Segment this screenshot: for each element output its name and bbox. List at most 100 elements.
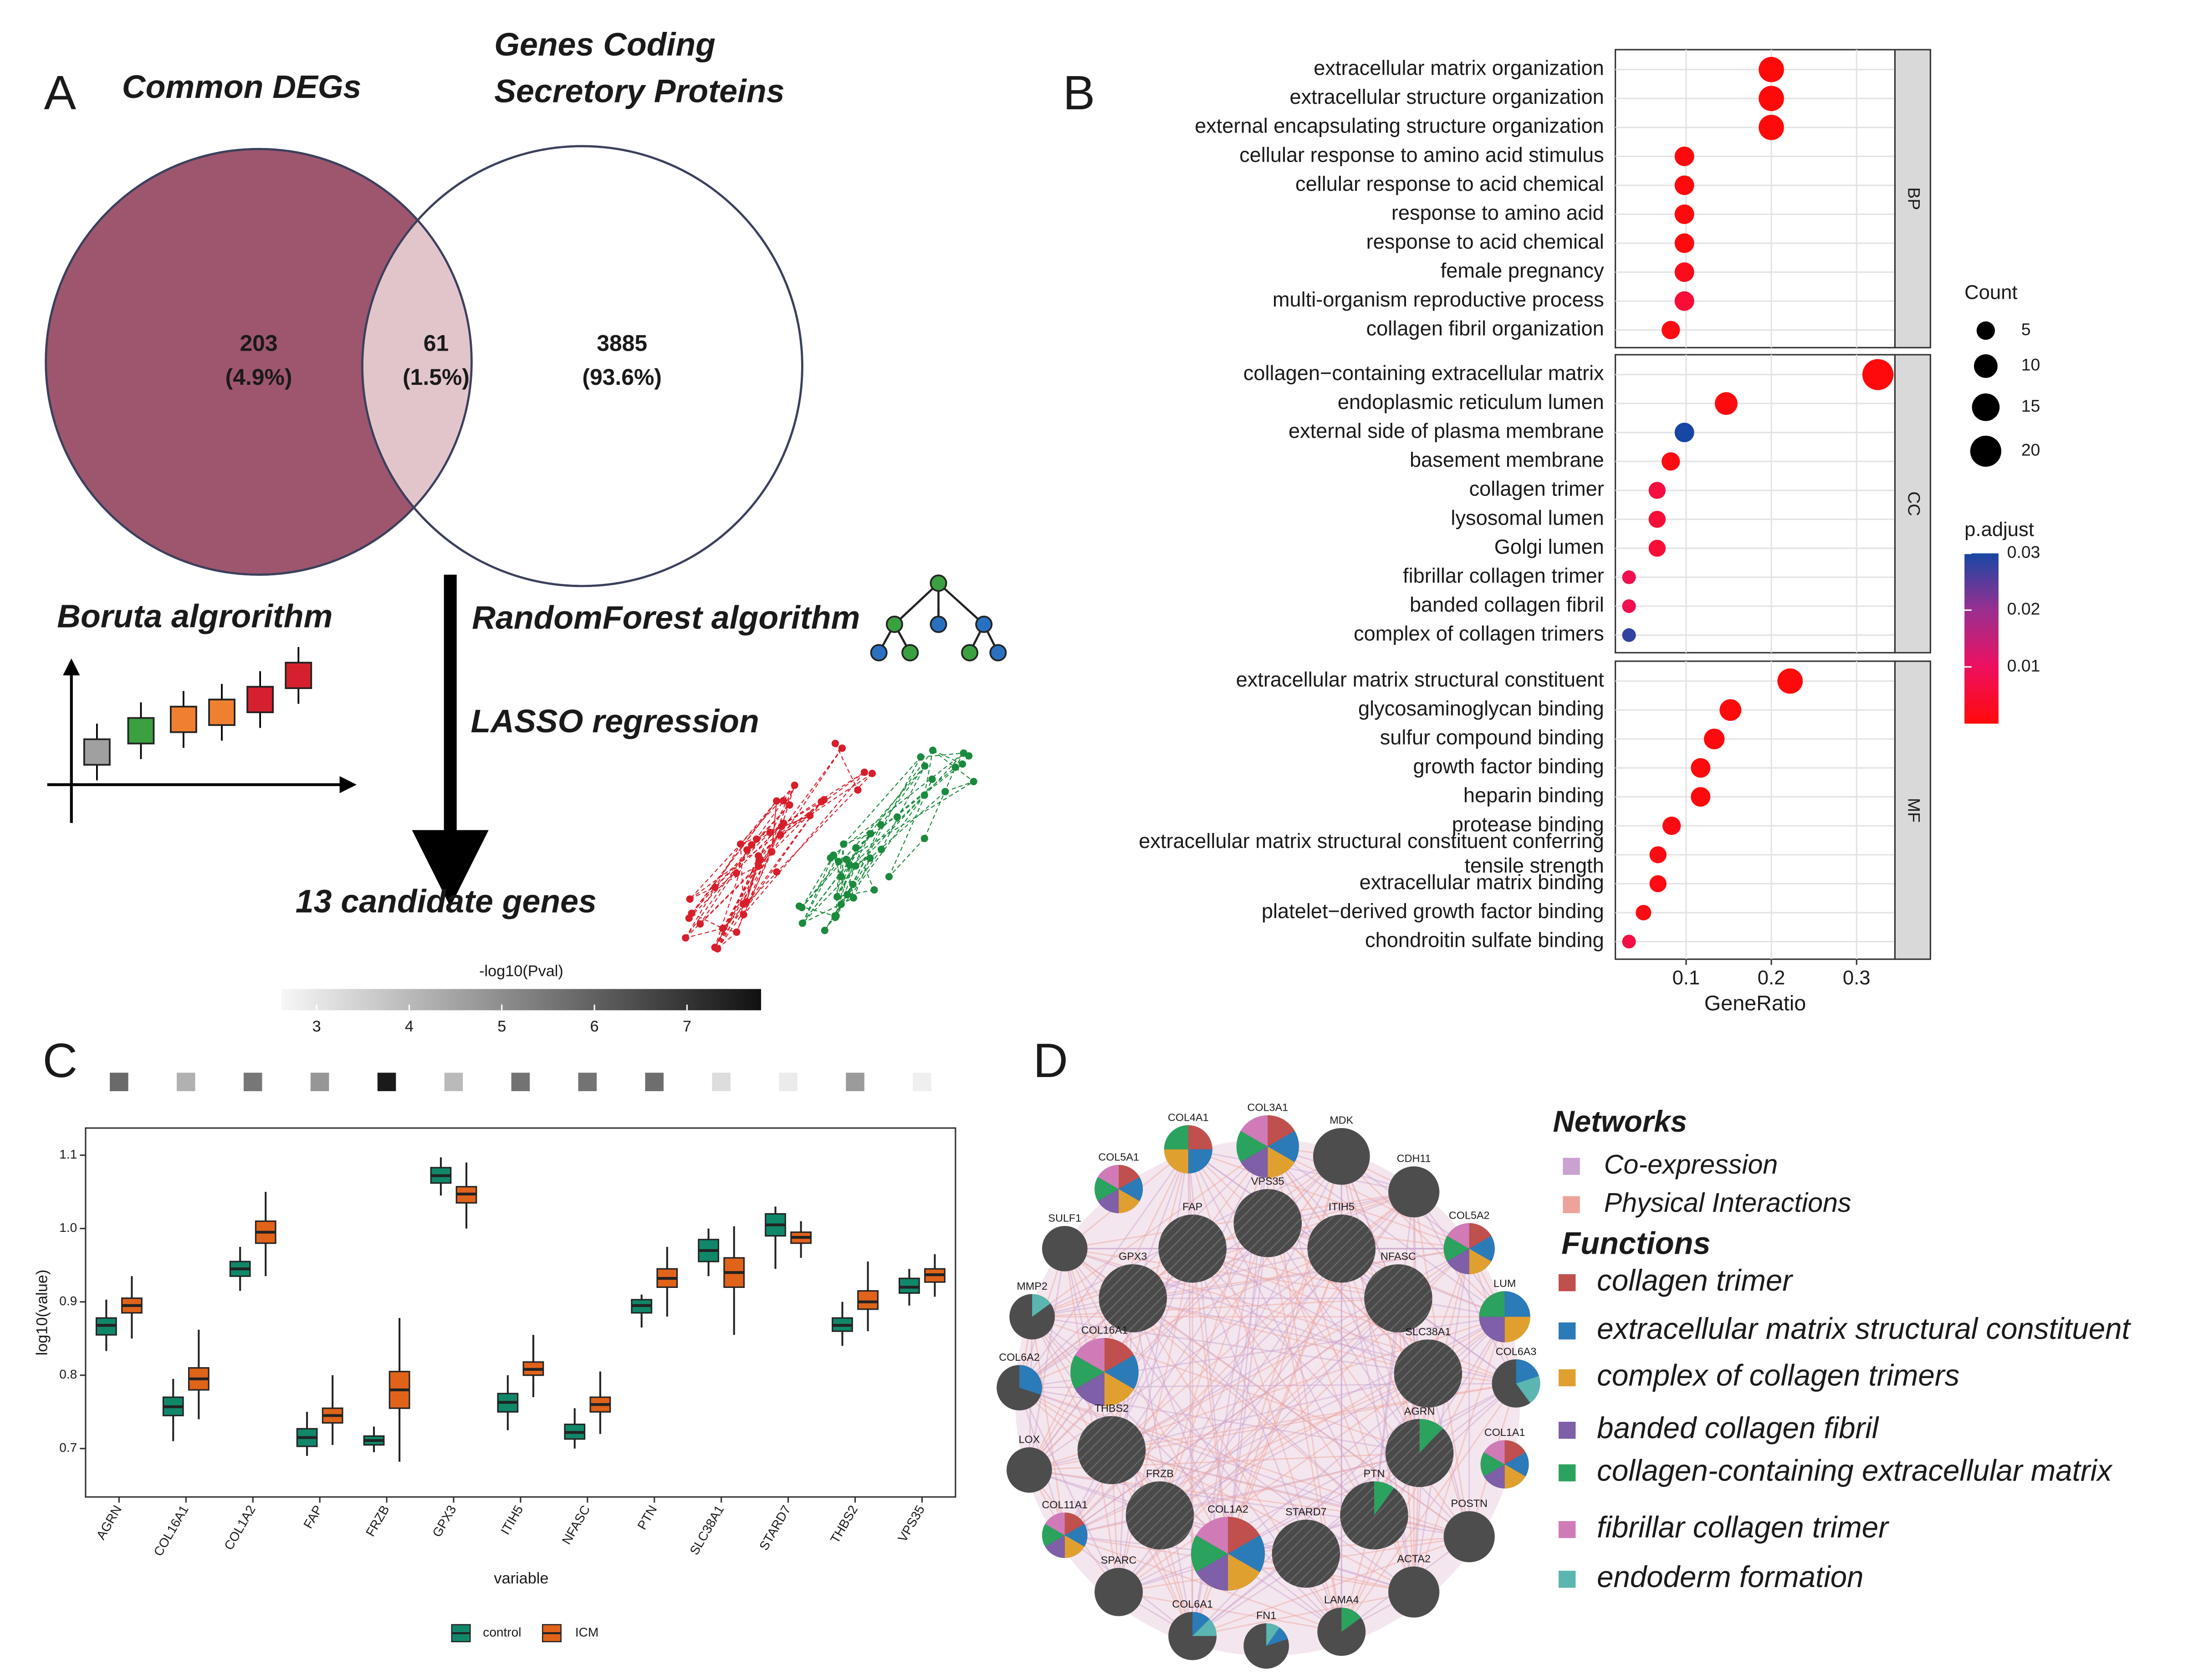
node-label: SULF1 [1048,1212,1081,1224]
pie-slice [1483,1440,1505,1465]
dot [1674,423,1694,443]
network-edge [1111,1248,1193,1450]
icon-node [798,904,806,911]
icon-node [852,862,859,870]
legend-title: Functions [1561,1226,1710,1261]
network-node [1394,1339,1462,1408]
x-tick-label: FAP [301,1503,325,1531]
network-edge [1227,1383,1517,1555]
term-label: glycosaminoglycan binding [1358,697,1604,720]
icon-edge [802,897,854,924]
icon-node [893,813,901,821]
pie-slice [1192,1619,1217,1636]
x-tick-label: SLC38A1 [687,1503,726,1557]
network-edge [1064,1248,1342,1536]
term-label: banded collagen fibril [1410,593,1604,616]
icon-edge [736,785,795,933]
icon-node [849,894,857,902]
network-edge [1267,1146,1421,1454]
term-label: Golgi lumen [1494,535,1604,558]
icon-node [831,912,839,920]
network-edge [1118,1591,1342,1633]
network-edge [1192,1536,1470,1637]
icon-node [736,840,745,848]
icon-edge [932,750,963,765]
icon-edge [869,791,946,859]
network-node [1272,1519,1340,1588]
network-edge [1227,1248,1342,1554]
pie-slice [1032,1294,1051,1317]
result-label: 13 candidate genes [296,883,597,920]
icon-edge [736,826,782,933]
network-edge [1032,1248,1342,1317]
dot [1649,875,1667,893]
network-edge [1032,1316,1428,1374]
x-tick-label: 0.3 [1843,967,1871,989]
heat-cell [110,1072,128,1091]
network-edge [1031,1316,1161,1516]
network-node [1007,1447,1052,1493]
icon-edge [714,859,761,948]
network-edge [1159,1373,1429,1516]
y-tick-label: 0.9 [59,1294,77,1308]
node-label: AGRN [1404,1405,1435,1417]
icon-node [852,844,860,852]
region-percent: (4.9%) [225,364,292,390]
network-edge [1159,1156,1342,1516]
region-count: 61 [424,330,449,356]
dot [1674,262,1694,282]
x-tick-label: AGRN [94,1503,124,1542]
network-edge [1111,1373,1428,1451]
pie-slice [1469,1236,1495,1261]
icon-edge [714,823,784,948]
node-label: COL5A2 [1449,1209,1490,1221]
node-label: COL3A1 [1248,1102,1289,1113]
dot [1662,452,1680,471]
size-key [1972,393,2000,421]
network-edge [1064,1452,1420,1536]
icon-edge [769,771,865,833]
size-key-label: 5 [2021,320,2031,339]
pie-slice [1045,1535,1065,1558]
network-node [1233,1189,1302,1257]
icon-edge [717,904,744,949]
icon-node [711,883,719,891]
icon-node [854,786,862,794]
size-key [1974,354,1998,378]
network-edge [1267,1146,1470,1250]
icon-node [766,828,774,836]
term-label: response to amino acid [1391,201,1604,224]
icon-edge [685,799,824,939]
network-edge [1192,1248,1517,1384]
icon-edge [837,889,874,898]
facet-label: CC [1905,491,1924,516]
icon-edge [846,859,854,898]
network-edge [1132,1297,1428,1374]
term-label: multi-organism reproductive process [1273,288,1604,311]
node-label: COL11A1 [1042,1499,1088,1511]
term-label: extracellular matrix structural constitu… [1139,829,1604,877]
pie-slice [1196,1517,1228,1554]
icon-edge [852,824,881,885]
node-label: STARD7 [1285,1506,1326,1518]
icon-node [870,886,878,894]
network-node [1042,1226,1088,1271]
term-label: chondroitin sulfate binding [1365,929,1604,952]
icon-edge [801,855,834,908]
pie-slice [1094,1177,1119,1201]
icon-edge [691,804,790,914]
node-label: COL6A2 [999,1351,1040,1363]
icon-node [686,895,694,903]
dot [1759,56,1784,82]
icon-edge [802,855,834,924]
dot [1862,359,1894,390]
dot [1636,904,1652,921]
pie-slice [1064,1524,1088,1547]
box-body [857,1290,879,1310]
legend-label: Co-expression [1604,1149,1778,1180]
x-tick-label: VPS35 [895,1503,927,1544]
heat-cell [645,1072,664,1091]
legend-title: Networks [1553,1105,1687,1138]
pie-slice [1075,1338,1104,1372]
icon-node [917,753,925,761]
